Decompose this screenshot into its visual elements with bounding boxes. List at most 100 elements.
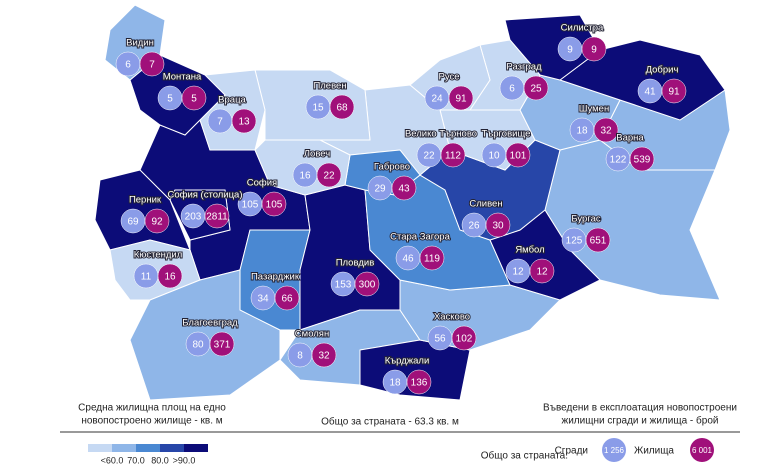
buildings-label: Сгради bbox=[555, 446, 588, 457]
dwellings-value: 22 bbox=[323, 171, 335, 182]
province-name: Хасково bbox=[434, 312, 470, 323]
province-marker: Добрич 41 91 bbox=[637, 64, 687, 104]
legend-swatch bbox=[136, 444, 160, 452]
province-name: Силистра bbox=[561, 23, 604, 34]
province-name: София (столица) bbox=[167, 190, 242, 201]
dwellings-circle bbox=[144, 208, 170, 234]
dwellings-value: 112 bbox=[445, 151, 461, 162]
province-marker: Велико Търново 22 112 bbox=[404, 128, 478, 168]
dwellings-circle bbox=[181, 85, 207, 111]
province-name: Сливен bbox=[469, 199, 502, 210]
buildings-value: 46 bbox=[402, 254, 414, 265]
province-name: Русе bbox=[438, 72, 459, 83]
province-name: Пазарджик bbox=[251, 272, 300, 283]
buildings-value: 15 bbox=[312, 103, 324, 114]
province-name: Варна bbox=[616, 133, 644, 144]
buildings-value: 16 bbox=[299, 171, 311, 182]
buildings-value: 80 bbox=[192, 340, 204, 351]
dwellings-value: 105 bbox=[266, 200, 283, 211]
legend-swatch bbox=[160, 444, 184, 452]
buildings-value: 18 bbox=[576, 126, 588, 137]
dwellings-circle bbox=[629, 146, 655, 172]
province-marker: Смолян 8 32 bbox=[287, 328, 337, 368]
buildings-value: 18 bbox=[389, 378, 401, 389]
legend-label: <60.0 bbox=[101, 455, 124, 465]
province-marker: Благоевград 80 371 bbox=[181, 317, 239, 357]
dwellings-value: 119 bbox=[424, 254, 440, 265]
dwellings-circle bbox=[406, 369, 432, 395]
dwellings-circle bbox=[139, 51, 165, 77]
province-name: Шумен bbox=[579, 104, 609, 115]
legend-label: 70.0 bbox=[127, 455, 145, 465]
dwellings-swatch bbox=[690, 438, 714, 462]
total-label: Общо за страната: bbox=[481, 450, 568, 462]
dwellings-value: 539 bbox=[634, 155, 651, 166]
dwellings-circle bbox=[274, 285, 300, 311]
province-name: Велико Търново bbox=[405, 129, 477, 140]
legend-label: >90.0 bbox=[173, 455, 196, 465]
legend-title: новопостроено жилище - кв. м bbox=[81, 416, 222, 427]
province-marker: Видин 6 7 bbox=[115, 37, 165, 77]
province-name: Кърджали bbox=[385, 356, 430, 367]
dwellings-circle bbox=[485, 212, 511, 238]
legend-swatch bbox=[88, 444, 112, 452]
dwellings-value: 16 bbox=[164, 272, 176, 283]
dwellings-value: 136 bbox=[411, 378, 428, 389]
province-marker: Пазарджик 34 66 bbox=[250, 271, 301, 311]
dwellings-circle bbox=[204, 203, 230, 229]
buildings-value: 125 bbox=[566, 236, 583, 247]
province-name: Добрич bbox=[646, 65, 679, 76]
dwellings-value: 32 bbox=[600, 126, 612, 137]
buildings-value: 34 bbox=[257, 294, 269, 305]
province-marker: Пловдив 153 300 bbox=[330, 257, 380, 297]
dwellings-circle bbox=[529, 258, 555, 284]
province-marker: Перник 69 92 bbox=[120, 194, 170, 234]
province-name: Търговище bbox=[482, 129, 531, 140]
dwellings-value: 5 bbox=[191, 94, 197, 105]
buildings-value: 7 bbox=[217, 117, 223, 128]
dwellings-value: 7 bbox=[149, 60, 155, 71]
buildings-value: 12 bbox=[512, 267, 524, 278]
province-name: Плевен bbox=[313, 81, 346, 92]
province-marker: Монтана 5 5 bbox=[157, 71, 207, 111]
province bbox=[558, 39, 726, 121]
buildings-value: 22 bbox=[423, 151, 435, 162]
dwellings-circle bbox=[451, 325, 477, 351]
buildings-value: 6 bbox=[125, 60, 131, 71]
province-marker: Кърджали 18 136 bbox=[382, 355, 432, 395]
legend-swatch bbox=[184, 444, 208, 452]
dwellings-circle bbox=[593, 117, 619, 143]
province-name: Стара Загора bbox=[390, 232, 450, 243]
buildings-value: 41 bbox=[644, 87, 656, 98]
province-marker: Враца 7 13 bbox=[207, 94, 257, 134]
buildings-swatch bbox=[602, 438, 626, 462]
buildings-value: 122 bbox=[610, 155, 627, 166]
buildings-total: 1 256 bbox=[604, 446, 625, 455]
dwellings-value: 91 bbox=[668, 87, 680, 98]
buildings-value: 56 bbox=[434, 334, 446, 345]
province-name: Перник bbox=[129, 195, 162, 206]
dwellings-circle bbox=[354, 271, 380, 297]
province-marker: Варна 122 539 bbox=[605, 132, 655, 172]
province-marker: Ловеч 16 22 bbox=[292, 148, 342, 188]
province-name: Кюстендил bbox=[134, 250, 183, 261]
province-marker: Русе 24 91 bbox=[424, 71, 474, 111]
buildings-value: 153 bbox=[335, 280, 352, 291]
dwellings-circle bbox=[209, 331, 235, 357]
buildings-value: 11 bbox=[141, 272, 152, 283]
buildings-value: 26 bbox=[468, 221, 480, 232]
dwellings-value: 651 bbox=[590, 236, 607, 247]
dwellings-circle bbox=[585, 227, 611, 253]
dwellings-value: 300 bbox=[359, 280, 376, 291]
dwellings-circle bbox=[419, 245, 445, 271]
legend: Средна жилищна площ на едно новопостроено… bbox=[78, 403, 737, 466]
dwellings-value: 12 bbox=[536, 267, 548, 278]
dwellings-circle bbox=[523, 75, 549, 101]
dwellings-circle bbox=[316, 162, 342, 188]
province-name: Благоевград bbox=[182, 318, 238, 329]
dwellings-circle bbox=[581, 36, 607, 62]
dwellings-value: 66 bbox=[281, 294, 293, 305]
province-marker: Силистра 9 9 bbox=[557, 22, 607, 62]
counts-title: жилищни сгради и жилища - брой bbox=[562, 415, 719, 427]
province-marker: Сливен 26 30 bbox=[461, 198, 511, 238]
